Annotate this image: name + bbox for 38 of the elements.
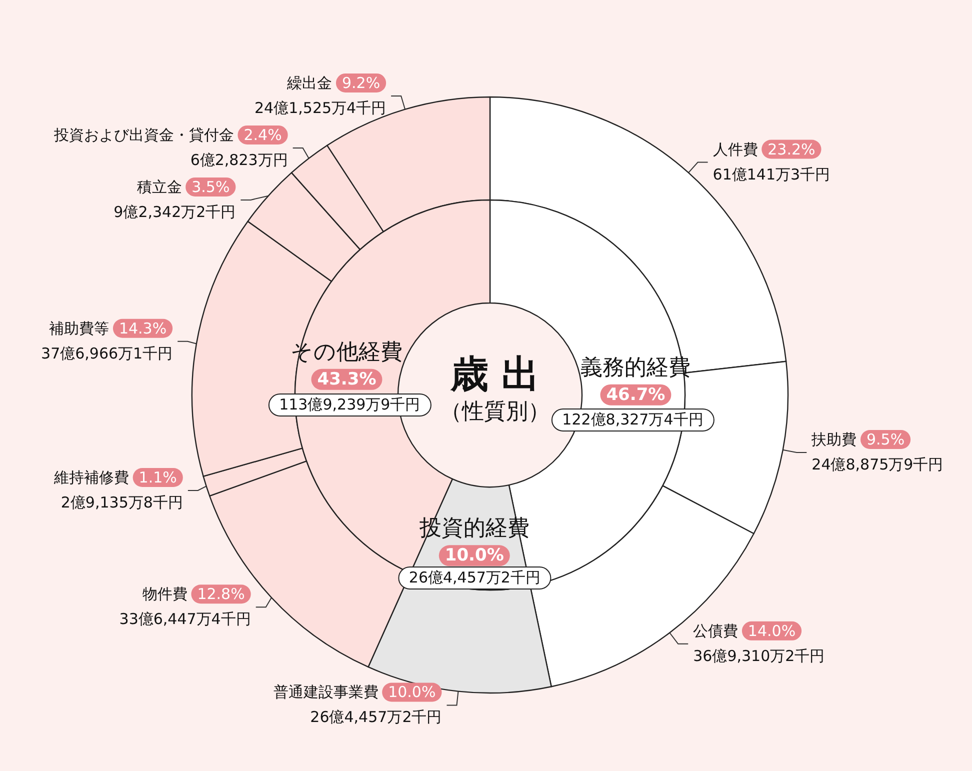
- text: 歳 出: [449, 352, 540, 396]
- data-label: 10.0%: [388, 683, 436, 702]
- text: 122億8,327万4千円: [551, 408, 714, 432]
- slice-label: 人件費: [712, 140, 758, 158]
- data-label: 2.4%: [244, 126, 282, 144]
- text: 36億9,310万2千円: [693, 646, 825, 665]
- text: 26億4,457万2千円: [310, 708, 442, 726]
- slice-label: 公債費: [693, 622, 738, 640]
- data-label: 10.0%: [444, 546, 504, 566]
- data-label: 43.3%: [317, 369, 376, 390]
- text: 61億141万3千円: [712, 165, 830, 184]
- text: 24億8,875万9千円: [812, 456, 944, 474]
- text: 37億6,966万1千円: [41, 344, 173, 362]
- slice-label: 投資および出資金・貸付金: [52, 126, 234, 144]
- slice-label: 積立金: [136, 178, 182, 196]
- data-label: 9.5%: [866, 430, 905, 448]
- slice-label: 補助費等: [49, 319, 110, 338]
- text: 2億9,135万8千円: [60, 493, 183, 512]
- text: 26億4,457万2千円: [398, 566, 552, 590]
- data-label: 23.2%: [768, 140, 816, 158]
- slice-label: 扶助費: [810, 430, 857, 448]
- data-label: 46.7%: [606, 384, 666, 405]
- slice-label: 物件費: [142, 585, 188, 604]
- data-label: 14.0%: [748, 622, 796, 640]
- data-label: 12.8%: [197, 585, 245, 604]
- data-label: 3.5%: [192, 178, 230, 196]
- text: 9億2,342万2千円: [114, 202, 236, 221]
- data-label: 14.3%: [118, 319, 167, 338]
- data-label: 9.2%: [342, 74, 380, 92]
- text: 33億6,447万4千円: [119, 610, 251, 628]
- text: 113億9,239万9千円: [268, 394, 432, 417]
- slice-label: 繰出金: [286, 74, 332, 92]
- data-label: 1.1%: [138, 468, 177, 486]
- text: （性質別）: [440, 400, 550, 424]
- slice-label: 普通建設事業費: [273, 683, 378, 702]
- slice-label: 維持補修費: [52, 468, 129, 486]
- text: 24億1,525万4千円: [254, 98, 386, 117]
- text: 6億2,823万円: [190, 150, 288, 169]
